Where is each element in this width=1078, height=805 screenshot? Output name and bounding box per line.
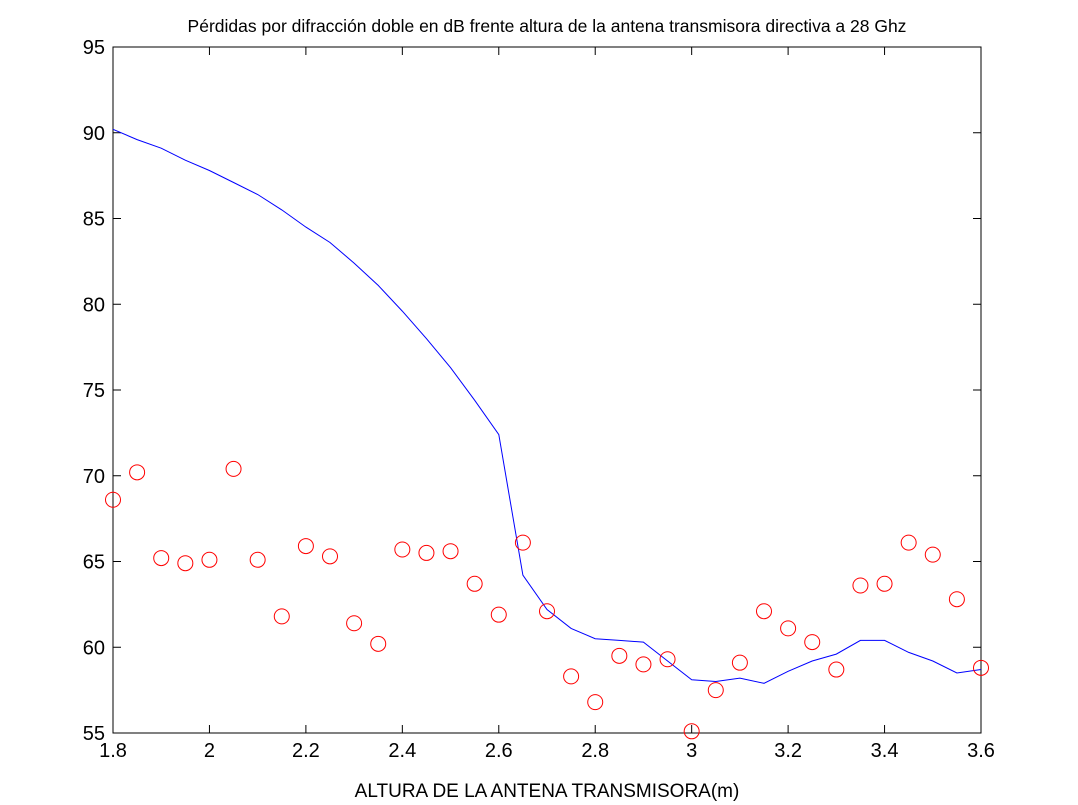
- series-line: [112, 128, 982, 684]
- plot-area: [112, 46, 982, 734]
- data-point: [225, 460, 242, 477]
- data-point: [876, 575, 893, 592]
- y-tick-label: 95: [83, 37, 105, 59]
- data-point: [587, 694, 604, 711]
- data-point: [346, 615, 363, 632]
- data-point: [490, 606, 507, 623]
- y-tick-label: 70: [83, 466, 105, 488]
- data-point: [129, 464, 146, 481]
- data-point: [611, 647, 628, 664]
- plot-series: [105, 128, 989, 740]
- y-axis: 55 60 65 70 75 80 85 90 95: [83, 37, 981, 745]
- data-point: [105, 491, 121, 508]
- data-point: [707, 682, 724, 699]
- data-point: [900, 534, 917, 551]
- y-tick-label: 60: [83, 637, 105, 659]
- data-point: [394, 541, 411, 558]
- data-point: [780, 620, 797, 637]
- x-axis-label: ALTURA DE LA ANTENA TRANSMISORA(m): [355, 781, 740, 802]
- data-point: [514, 534, 531, 551]
- data-point: [249, 551, 266, 568]
- data-point: [297, 538, 314, 555]
- data-point: [659, 651, 676, 668]
- x-tick-label: 3.2: [774, 740, 802, 762]
- x-tick-label: 2.8: [581, 740, 609, 762]
- data-point: [201, 551, 218, 568]
- x-tick-label: 2.6: [485, 740, 513, 762]
- data-point: [370, 635, 387, 652]
- x-tick-label: 2.2: [292, 740, 320, 762]
- data-point: [852, 577, 869, 594]
- data-point: [177, 555, 194, 572]
- data-point: [442, 543, 459, 560]
- y-tick-label: 55: [83, 723, 105, 745]
- data-point: [973, 659, 989, 676]
- x-axis: 1.8 2 2.2 2.4 2.6 2.8 3 3.2 3.4 3.6: [99, 47, 995, 762]
- y-tick-label: 80: [83, 294, 105, 316]
- data-point: [924, 546, 941, 563]
- data-point: [563, 668, 580, 685]
- data-point: [322, 548, 338, 565]
- y-tick-label: 75: [83, 380, 105, 402]
- y-tick-label: 90: [83, 123, 105, 145]
- data-point: [153, 550, 170, 567]
- x-tick-label: 3.4: [871, 740, 899, 762]
- chart-title: Pérdidas por difracción doble en dB fren…: [188, 16, 907, 36]
- data-point: [539, 603, 555, 620]
- data-point: [635, 656, 652, 673]
- x-tick-label: 1.8: [99, 740, 127, 762]
- x-tick-label: 3: [686, 740, 697, 762]
- y-tick-label: 85: [83, 209, 105, 231]
- data-point: [828, 661, 845, 678]
- data-point: [418, 544, 435, 561]
- data-point: [683, 723, 700, 740]
- data-point: [731, 654, 748, 671]
- data-point: [804, 634, 821, 651]
- data-point: [948, 591, 965, 608]
- data-point: [756, 603, 772, 620]
- x-tick-label: 2: [204, 740, 215, 762]
- data-point: [273, 608, 290, 625]
- x-tick-label: 2.4: [388, 740, 416, 762]
- y-tick-label: 65: [83, 552, 105, 574]
- x-tick-label: 3.6: [967, 740, 995, 762]
- data-point: [466, 575, 483, 592]
